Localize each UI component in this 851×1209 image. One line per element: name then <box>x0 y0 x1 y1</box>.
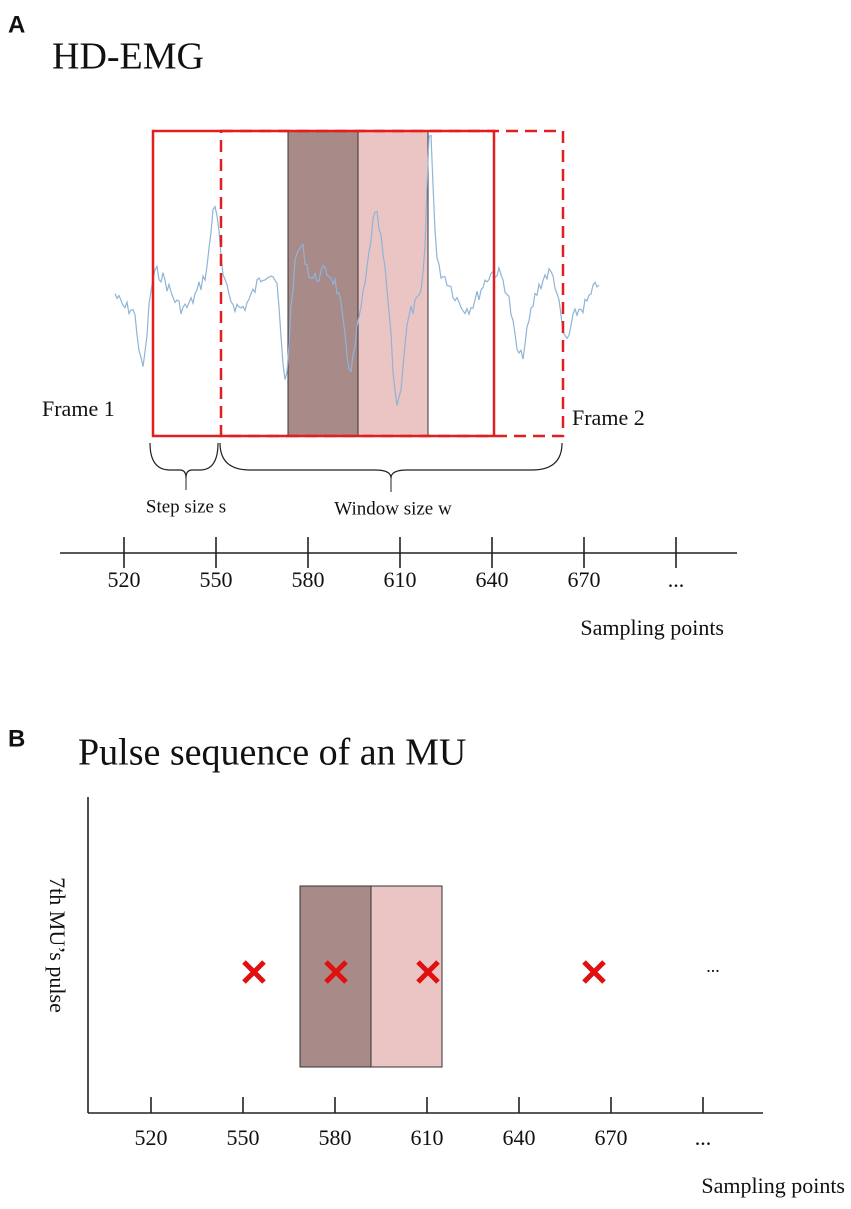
x-tick-label: 580 <box>319 1125 352 1150</box>
x-tick-label: 580 <box>292 567 325 592</box>
x-axis-label: Sampling points <box>580 615 724 640</box>
x-axis-label: Sampling points <box>701 1173 845 1198</box>
x-tick-label: 610 <box>384 567 417 592</box>
x-tick-ellipsis: ... <box>668 567 685 592</box>
x-tick-label: 550 <box>200 567 233 592</box>
panel-letter: B <box>8 725 25 752</box>
window-light <box>357 130 429 437</box>
x-tick-label: 640 <box>503 1125 536 1150</box>
frame-2-box <box>219 129 565 438</box>
pulses <box>242 960 606 984</box>
x-tick-label: 670 <box>595 1125 628 1150</box>
brace <box>149 442 219 479</box>
x-tick-label: 670 <box>568 567 601 592</box>
brace <box>219 442 563 479</box>
x-tick-ellipsis: ... <box>695 1125 712 1150</box>
x-tick-label: 550 <box>227 1125 260 1150</box>
step-label: Step size s <box>146 496 226 517</box>
x-tick-label: 610 <box>411 1125 444 1150</box>
y-axis-label: 7th MU’s pulse <box>45 877 70 1013</box>
x-tick-label: 640 <box>476 567 509 592</box>
window-label: Window size w <box>334 498 452 519</box>
frame-label: Frame 1 <box>42 396 115 421</box>
window-dark <box>299 885 372 1068</box>
x-tick-label: 520 <box>135 1125 168 1150</box>
panel-title: HD-EMG <box>52 36 204 78</box>
panel-title: Pulse sequence of an MU <box>78 732 466 774</box>
emg-signal <box>114 134 600 406</box>
panel-letter: A <box>8 11 25 38</box>
x-tick-label: 520 <box>108 567 141 592</box>
window-dark <box>287 130 359 437</box>
frame-label: Frame 2 <box>572 405 645 430</box>
dots: ... <box>706 956 720 976</box>
